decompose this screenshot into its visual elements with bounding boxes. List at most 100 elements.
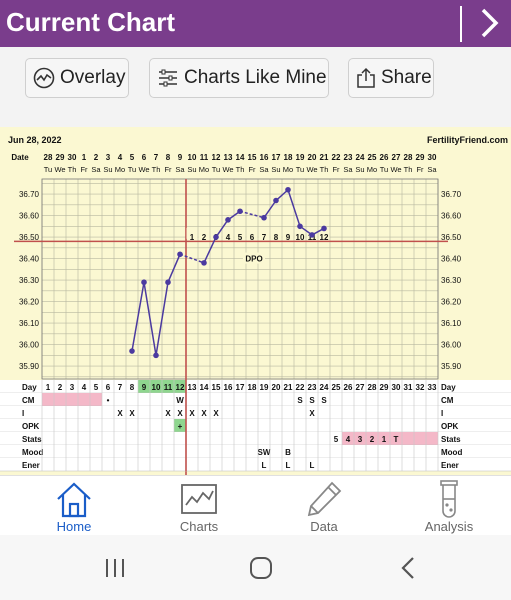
pencil-icon	[307, 481, 342, 517]
weekday-label: We	[306, 165, 317, 174]
app-header: Current Chart	[0, 0, 511, 47]
row-label-right-day: Day	[441, 383, 456, 392]
weekday-label: We	[54, 165, 65, 174]
dpo-label-bg	[243, 252, 265, 264]
temp-label-left: 36.40	[19, 255, 40, 264]
weekday-label: Th	[236, 165, 245, 174]
row-value-cm: •	[107, 396, 110, 405]
row-label-right-mood: Mood	[441, 448, 462, 457]
date-label: 12	[212, 153, 221, 162]
date-label: 17	[272, 153, 281, 162]
weekday-label: Mo	[367, 165, 377, 174]
chart-toolbar: Overlay Charts Like Mine Share	[0, 47, 511, 127]
date-label: 8	[166, 153, 171, 162]
date-label: 27	[392, 153, 401, 162]
row-cell-fill	[66, 393, 78, 406]
fertility-chart[interactable]: Jun 28, 2022 FertilityFriend.com Date 28 29 3…	[0, 127, 511, 475]
recent-apps-icon[interactable]	[104, 557, 126, 579]
chevron-right-icon[interactable]	[478, 6, 502, 40]
row-label-ener: Ener	[22, 461, 40, 470]
row-value-stats: 4	[346, 435, 351, 444]
weekday-label: Tu	[128, 165, 136, 174]
row-value-day: 23	[308, 383, 317, 392]
row-value-day: 32	[416, 383, 425, 392]
row-cell-fill	[42, 393, 54, 406]
row-value-day: 5	[94, 383, 99, 392]
weekday-label: Fr	[80, 165, 88, 174]
row-cell-fill	[162, 380, 174, 393]
row-value-day: 25	[332, 383, 341, 392]
weekday-label: Su	[103, 165, 112, 174]
row-bg	[0, 393, 511, 406]
dpo-number: 7	[262, 233, 267, 242]
charts-like-mine-button[interactable]: Charts Like Mine	[149, 58, 329, 98]
nav-home[interactable]: Home	[10, 476, 138, 536]
row-value-day: 30	[392, 383, 401, 392]
nav-analysis[interactable]: Analysis	[385, 476, 511, 536]
chart-brand: FertilityFriend.com	[427, 135, 508, 145]
temp-label-right: 35.90	[441, 362, 462, 371]
row-value-stats: 5	[334, 435, 339, 444]
row-value-stats: 1	[382, 435, 387, 444]
row-label-right-cm: CM	[441, 396, 454, 405]
row-label-cm: CM	[22, 396, 35, 405]
dpo-cell-bg	[282, 227, 294, 239]
row-bg	[0, 458, 511, 471]
dpo-number: 10	[296, 233, 305, 242]
back-icon[interactable]	[400, 556, 416, 580]
header-divider	[460, 6, 462, 42]
share-icon	[357, 67, 375, 88]
row-value-ener: L	[310, 461, 315, 470]
row-cell-fill	[426, 432, 438, 445]
weekday-label: Tu	[212, 165, 220, 174]
temp-line-segment	[143, 282, 157, 356]
charts-like-mine-label: Charts Like Mine	[184, 67, 327, 88]
row-value-day: 15	[212, 383, 221, 392]
row-value-cm: S	[321, 396, 327, 405]
home-circle-icon[interactable]	[249, 556, 273, 580]
temp-label-left: 36.00	[19, 341, 40, 350]
row-value-day: 24	[320, 383, 329, 392]
row-cell-fill	[402, 432, 414, 445]
chart-icon	[181, 484, 217, 514]
date-label: 18	[284, 153, 293, 162]
row-cell-fill	[354, 432, 366, 445]
share-button[interactable]: Share	[348, 58, 434, 98]
row-value-mood: SW	[258, 448, 271, 457]
weekday-label: Tu	[380, 165, 388, 174]
row-cell-fill	[78, 393, 90, 406]
row-value-cm: S	[309, 396, 315, 405]
temp-line-segment	[179, 253, 205, 264]
overlay-button[interactable]: Overlay	[25, 58, 129, 98]
nav-charts[interactable]: Charts	[135, 476, 263, 536]
temp-line-segment	[263, 200, 277, 219]
home-icon	[57, 482, 91, 518]
dpo-cell-bg	[210, 227, 222, 239]
dpo-cell-bg	[186, 227, 198, 239]
row-value-day: 19	[260, 383, 269, 392]
nav-charts-label: Charts	[179, 519, 219, 534]
date-label: 13	[224, 153, 233, 162]
row-value-day: 12	[176, 383, 185, 392]
row-value-day: 14	[200, 383, 209, 392]
row-value-ener: L	[286, 461, 291, 470]
weekday-label: Mo	[283, 165, 293, 174]
row-value-day: 31	[404, 383, 413, 392]
temp-point	[261, 214, 267, 221]
date-label: 5	[130, 153, 135, 162]
temp-point	[321, 225, 327, 232]
nav-data[interactable]: Data	[260, 476, 388, 536]
row-cell-fill	[174, 419, 186, 432]
temp-grid-frame	[41, 178, 439, 380]
temp-label-right: 36.30	[441, 276, 462, 285]
row-value-day: 7	[118, 383, 123, 392]
date-label: 2	[94, 153, 99, 162]
row-bg	[0, 406, 511, 419]
dpo-number: 2	[202, 233, 207, 242]
temp-point	[129, 348, 135, 354]
row-value-opk: +	[178, 422, 183, 431]
date-label: 26	[380, 153, 389, 162]
row-value-i: X	[129, 409, 135, 418]
row-label-right-stats: Stats	[441, 435, 461, 444]
temp-point	[273, 197, 279, 204]
